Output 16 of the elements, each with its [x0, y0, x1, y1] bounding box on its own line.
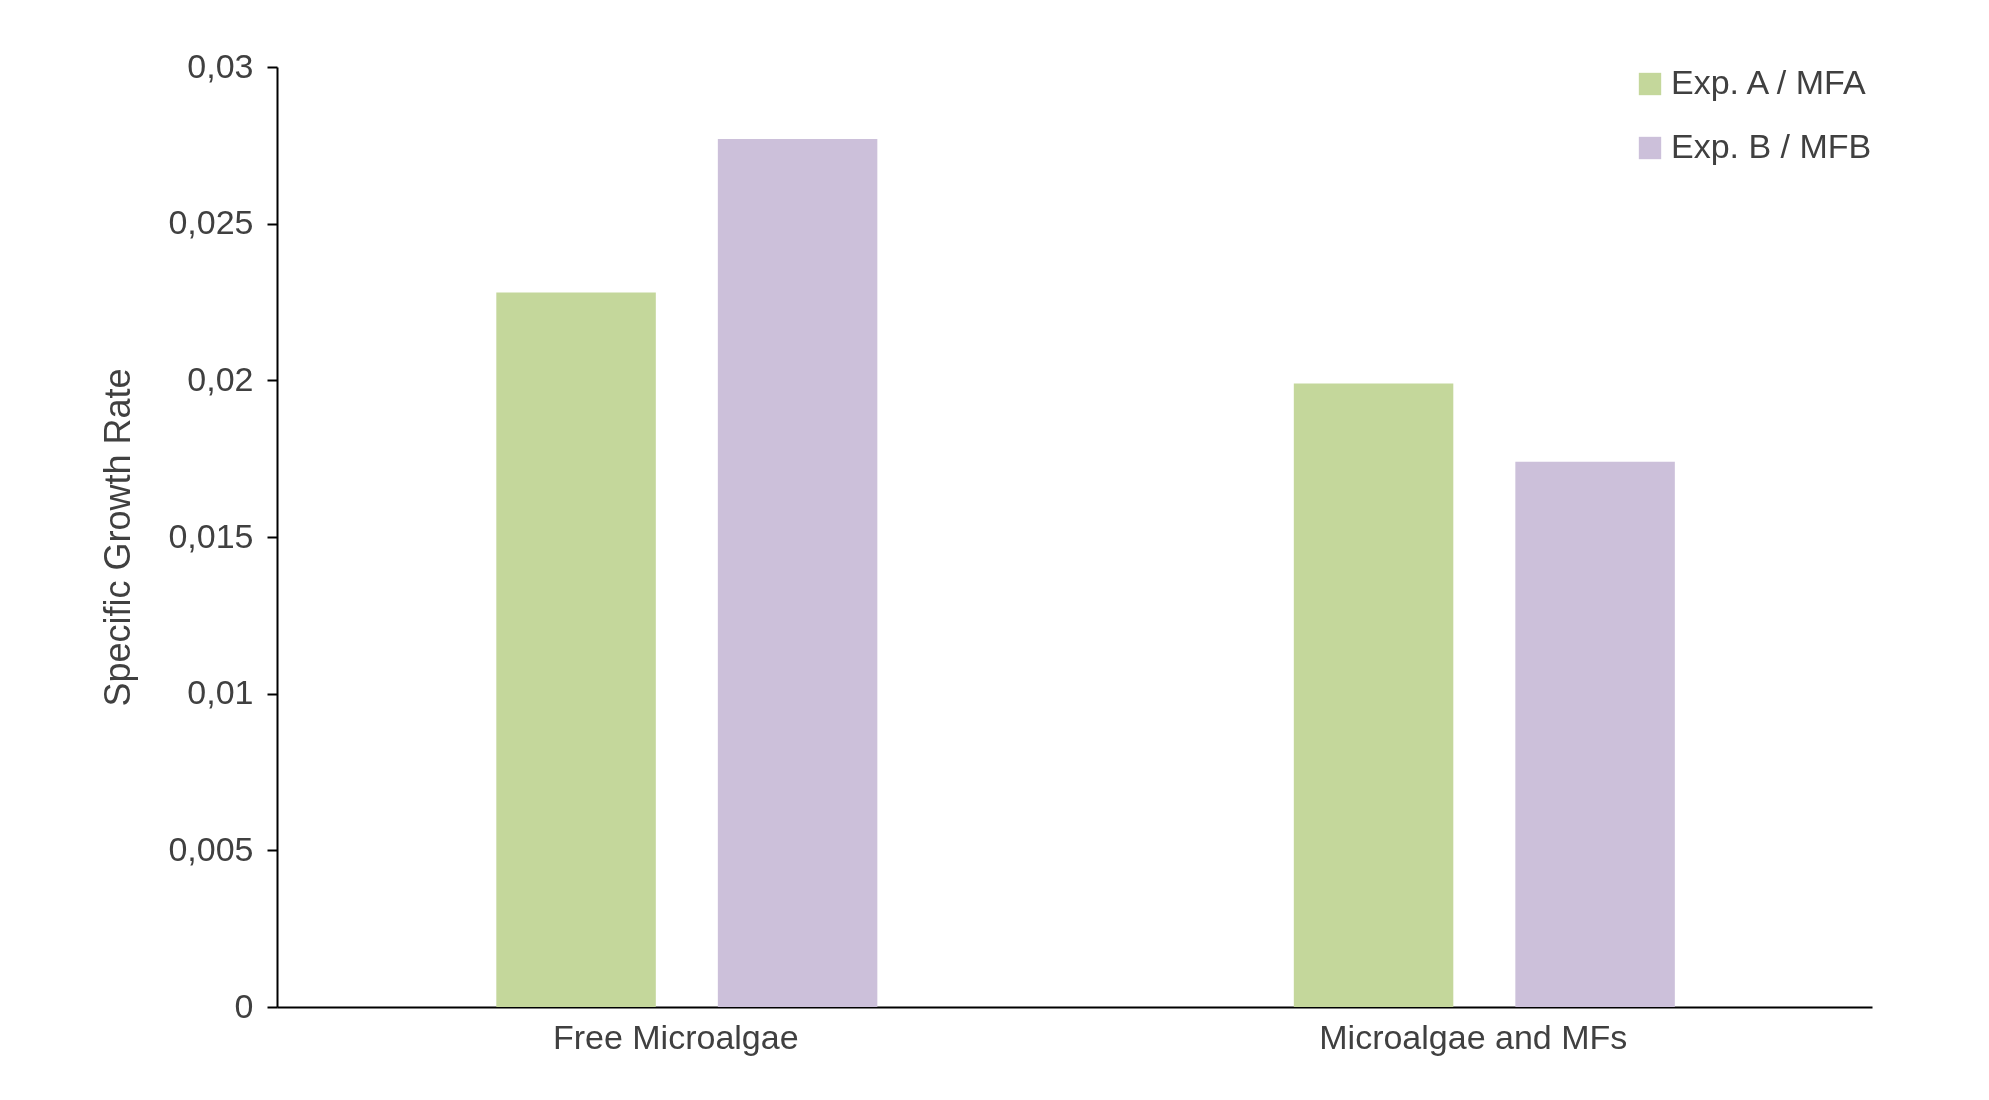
- bar: [1293, 383, 1454, 1007]
- x-tick-label: Free Microalgae: [552, 1017, 799, 1056]
- y-tick-label: 0,02: [187, 359, 254, 398]
- y-axis-title: Specific Growth Rate: [97, 368, 139, 707]
- bar: [717, 139, 878, 1007]
- y-tick-label: 0,015: [168, 516, 254, 555]
- y-tick-label: 0,025: [168, 203, 254, 242]
- x-tick-label: Microalgae and MFs: [1319, 1017, 1628, 1056]
- y-tick-label: 0: [234, 986, 254, 1025]
- y-tick-label: 0,005: [168, 829, 254, 868]
- y-tick-label: 0,01: [187, 673, 254, 712]
- legend-label: Exp. B / MFB: [1671, 127, 1872, 165]
- bar: [496, 292, 656, 1007]
- y-tick-label: 0,03: [187, 46, 254, 85]
- legend-label: Exp. A / MFA: [1671, 63, 1866, 101]
- bar: [1515, 461, 1675, 1007]
